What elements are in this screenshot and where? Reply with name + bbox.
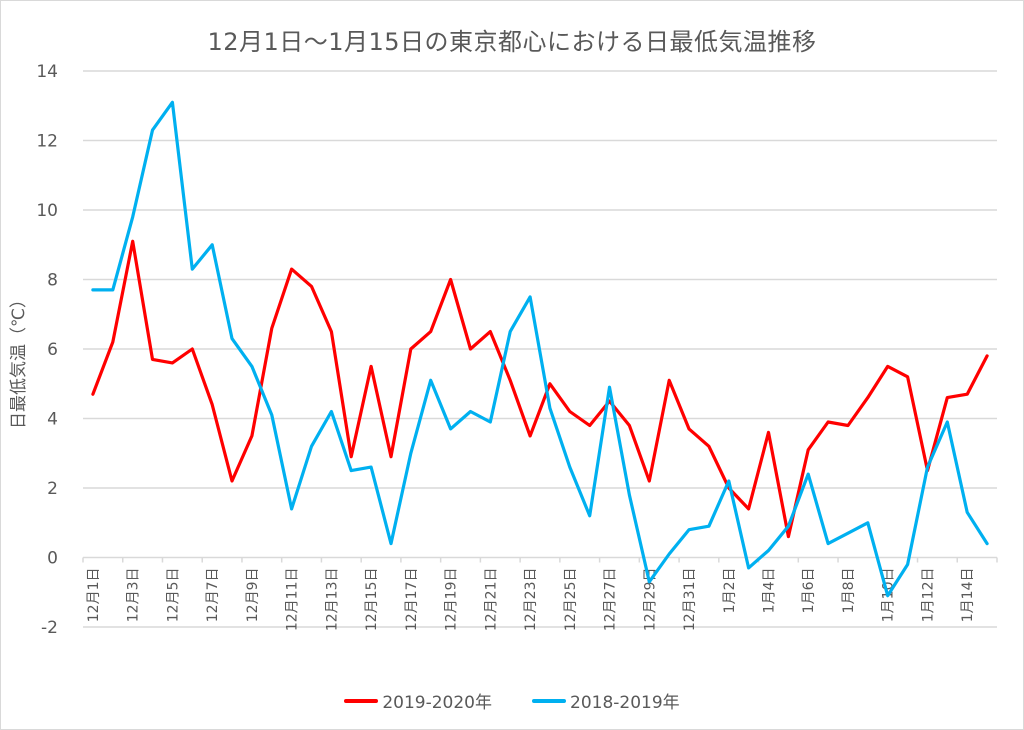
x-tick-label: 12月27日 <box>603 568 619 632</box>
legend-swatch-blue <box>532 698 566 703</box>
x-tick-label: 12月25日 <box>563 568 579 632</box>
legend-item-2018-2019: 2018-2019年 <box>532 688 680 713</box>
x-tick-label: 12月9日 <box>245 568 261 623</box>
legend-label: 2019-2020年 <box>382 693 492 713</box>
x-tick-label: 12月7日 <box>205 568 221 623</box>
x-tick-label: 12月3日 <box>126 568 142 623</box>
y-tick-label: -2 <box>41 618 58 638</box>
series-line-1 <box>91 100 989 598</box>
legend-item-2019-2020: 2019-2020年 <box>344 688 492 713</box>
x-tick-label: 12月15日 <box>364 568 380 632</box>
x-tick-label: 1月8日 <box>841 568 857 614</box>
x-tick-label: 1月2日 <box>722 568 738 614</box>
y-tick-label: 6 <box>47 340 58 360</box>
y-tick-label: 8 <box>47 271 58 291</box>
x-tick-label: 12月23日 <box>523 568 539 632</box>
y-tick-label: 10 <box>36 201 58 221</box>
x-tick-label: 12月17日 <box>404 568 420 632</box>
x-tick-label: 1月6日 <box>801 568 817 614</box>
x-tick-label: 12月21日 <box>483 568 499 632</box>
y-axis-ticks: -2 0 2 4 6 8 10 12 14 <box>36 62 58 638</box>
x-axis: 12月1日 12月3日 12月5日 12月7日 12月9日 12月11日 12月13日 12月… <box>82 556 998 632</box>
x-tick-label: 12月11日 <box>285 568 301 632</box>
x-tick-label: 12月19日 <box>444 568 460 632</box>
y-tick-label: 14 <box>36 62 58 82</box>
legend: 2019-2020年 2018-2019年 <box>0 688 1024 713</box>
y-tick-label: 2 <box>47 479 58 499</box>
series-lines <box>91 100 989 598</box>
x-tick-label: 1月4日 <box>762 568 778 614</box>
legend-label: 2018-2019年 <box>570 693 680 713</box>
y-tick-label: 12 <box>36 132 58 152</box>
gridlines <box>83 70 997 628</box>
x-tick-label: 12月13日 <box>324 568 340 632</box>
y-tick-label: 0 <box>47 549 58 569</box>
x-tick-label: 12月31日 <box>682 568 698 632</box>
x-tick-label: 12月5日 <box>165 568 181 623</box>
series-line-0 <box>91 239 989 539</box>
x-tick-label: 12月1日 <box>86 568 102 623</box>
legend-swatch-red <box>344 698 379 703</box>
y-axis-label: 日最低気温（℃） <box>9 291 29 429</box>
y-tick-label: 4 <box>47 410 58 430</box>
chart-title: 12月1日～1月15日の東京都心における日最低気温推移 <box>207 28 817 56</box>
x-tick-label: 1月14日 <box>960 568 976 623</box>
x-tick-label: 12月29日 <box>642 568 658 632</box>
x-tick-label: 1月12日 <box>920 568 936 623</box>
